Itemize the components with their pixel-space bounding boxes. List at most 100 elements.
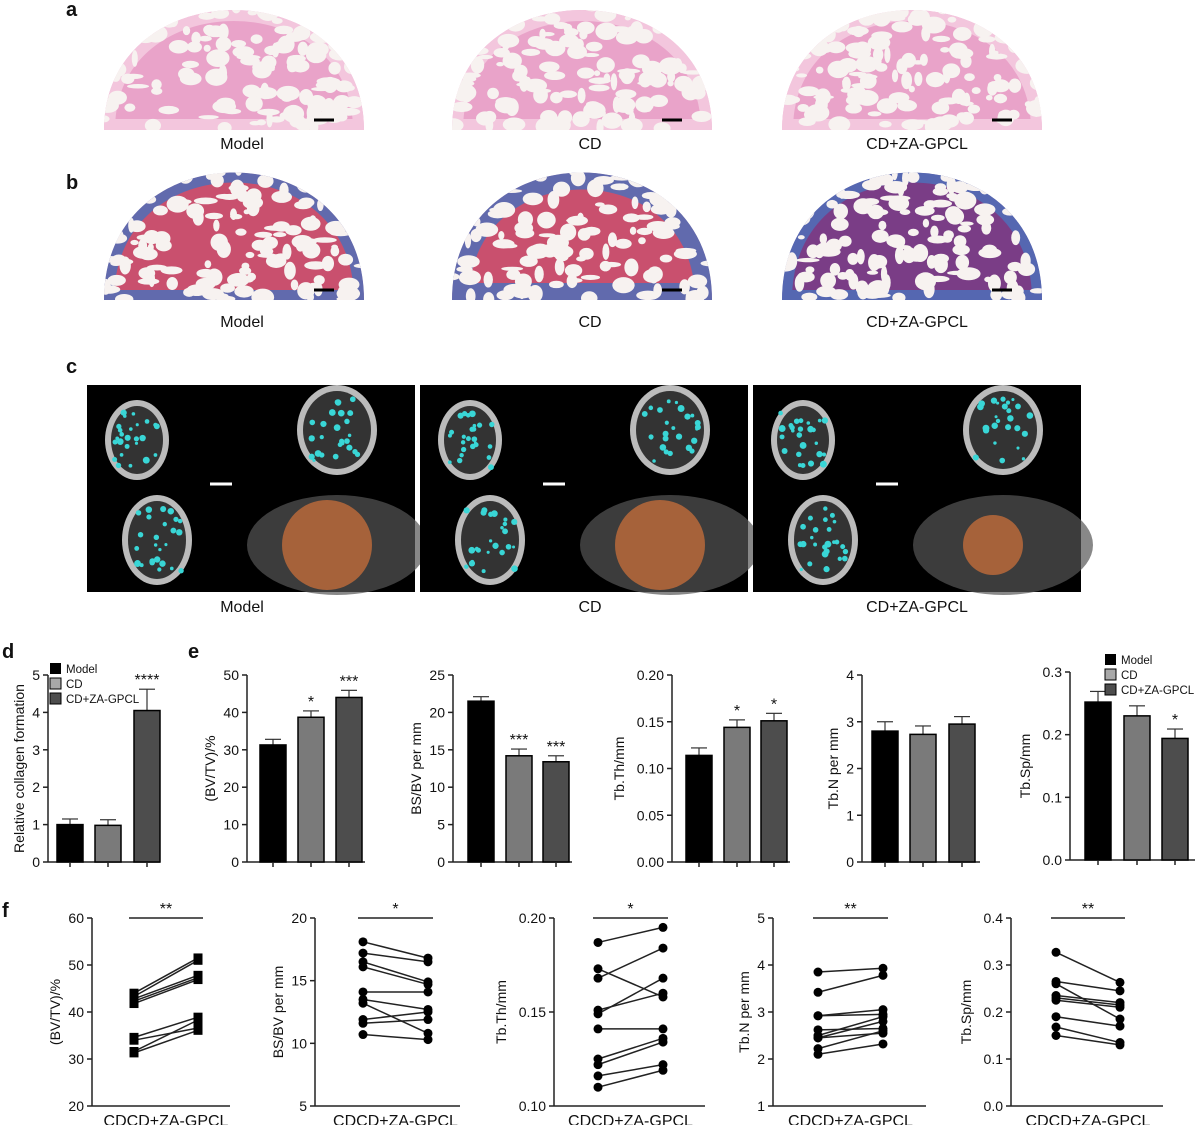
marrow-space [625, 159, 641, 165]
trabecula [780, 434, 785, 439]
y-axis-label: Relative collagen formation [11, 684, 27, 853]
trabecula [842, 556, 848, 562]
caption-a-cdza: CD+ZA-GPCL [866, 136, 968, 153]
marrow-space [670, 176, 693, 185]
marrow-space [831, 218, 849, 231]
marrow-space [863, 285, 886, 292]
marrow-space [331, 245, 338, 250]
marrow-space [338, 254, 353, 266]
trabecula [468, 547, 475, 554]
marrow-space [923, 281, 934, 298]
marrow-space [575, 0, 589, 2]
marrow-space [693, 165, 704, 174]
marrow-space [485, 117, 493, 132]
y-axis-label: Tb.Sp/mm [958, 980, 974, 1045]
marrow-space [528, 36, 544, 47]
data-point [194, 975, 203, 984]
data-point [814, 1011, 823, 1020]
marrow-space [624, 258, 638, 276]
marrow-space [471, 57, 484, 74]
x-tick-label: CDCD+ZA-GPCL [568, 1113, 693, 1125]
marrow-space [500, 189, 522, 193]
y-tick-label: 30 [223, 742, 239, 758]
marrow-space [1006, 178, 1027, 184]
y-tick-label: 3 [32, 742, 40, 758]
data-point [1116, 1003, 1125, 1012]
marrow-space [613, 97, 621, 113]
micro-ct-image [87, 385, 427, 595]
marrow-space [174, 152, 194, 164]
marrow-space [651, 279, 657, 284]
data-point [424, 987, 433, 996]
marrow-space [664, 11, 683, 22]
trabecula [489, 422, 494, 427]
trabecula [806, 421, 810, 425]
marrow-space [281, 94, 292, 102]
marrow-space [257, 3, 280, 21]
marrow-space [145, 119, 161, 133]
marrow-space [604, 73, 611, 83]
marrow-space [895, 246, 904, 264]
data-point [424, 1035, 433, 1044]
marrow-space [558, 110, 572, 124]
marrow-space [789, 212, 810, 226]
marrow-space [211, 166, 226, 175]
trabecula [335, 399, 341, 405]
legend-swatch-model [1105, 654, 1116, 665]
marrow-space [1007, 279, 1019, 297]
marrow-space [449, 58, 456, 69]
marrow-space [110, 20, 120, 24]
trabecula [170, 528, 176, 534]
trabecula [813, 543, 817, 547]
data-point [130, 1048, 139, 1057]
y-tick-label: 3 [846, 714, 854, 730]
marrow-space [98, 115, 109, 122]
marrow-space [676, 181, 696, 199]
legend-label-cd: CD [66, 679, 83, 691]
marrow-space [450, 153, 468, 166]
marrow-space [884, 181, 907, 193]
marrow-space [780, 161, 796, 171]
marrow-space [608, 232, 617, 247]
marrow-space [951, 181, 968, 193]
paired-line [818, 968, 883, 972]
data-point [879, 1017, 888, 1026]
marrow-space [897, 100, 917, 111]
y-tick-label: 2 [32, 779, 40, 795]
marrow-space [543, 149, 563, 156]
marrow-space [637, 228, 652, 235]
marrow-space [981, 11, 1004, 21]
marrow-space [699, 22, 720, 28]
marrow-space [126, 199, 136, 213]
trabecula [649, 406, 654, 411]
trabecula [800, 442, 807, 449]
marrow-space [148, 19, 162, 29]
data-point [659, 1066, 668, 1075]
marrow-space [994, 94, 1007, 104]
trabecula [134, 436, 139, 441]
marrow-space [337, 286, 361, 301]
marrow-space [450, 13, 464, 31]
marrow-space [978, 36, 995, 43]
marrow-space [544, 71, 565, 80]
marrow-space [210, 158, 217, 167]
marrow-space [559, 90, 577, 98]
trabecula [999, 458, 1005, 464]
marrow-space [637, 81, 656, 85]
significance-marker: ** [160, 901, 172, 918]
marrow-space [514, 65, 528, 78]
marrow-space [862, 198, 879, 205]
marrow-space [958, 225, 971, 232]
marrow-space [205, 260, 212, 268]
marrow-space [596, 119, 603, 135]
marrow-space [847, 253, 858, 265]
marrow-space [533, 87, 548, 104]
data-point [194, 1026, 203, 1035]
trabecula [1011, 398, 1014, 401]
marrow-space [820, 233, 827, 244]
marrow-space [273, 224, 287, 228]
trabecula [822, 544, 827, 549]
marrow-space [187, 284, 208, 296]
trabecula [149, 558, 155, 564]
